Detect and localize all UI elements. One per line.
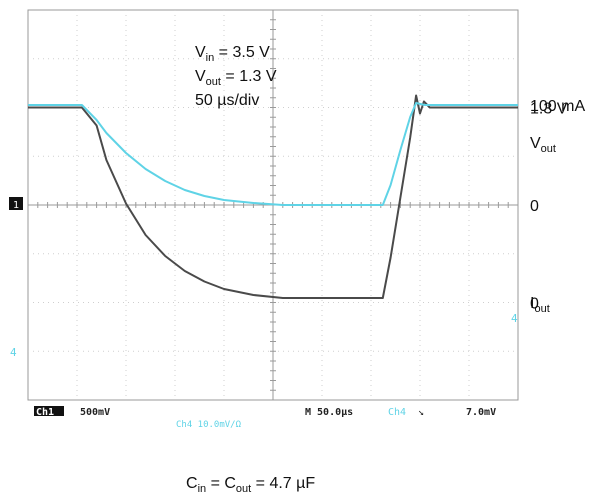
ch1-scale: 500mV (80, 407, 110, 418)
trigger-level: 7.0mV (466, 407, 496, 418)
ch1-readout-box (34, 406, 64, 416)
level-label: 0 (530, 296, 539, 313)
ch4-scale: Ch4 10.0mV/Ω (176, 420, 242, 430)
trigger-channel: Ch4 (388, 407, 406, 418)
ch1-ground-marker: 1 (9, 197, 23, 211)
vin-condition: Vin = 3.5 V (195, 44, 270, 64)
ch4-ground-marker: 4 (10, 346, 17, 359)
traces (28, 94, 518, 299)
iout-series-label: Iout (530, 295, 550, 315)
level-label: 0 (530, 198, 539, 215)
ch1-readout-label: Ch1 (36, 407, 54, 418)
timebase-condition: 50 µs/div (195, 92, 259, 109)
ch1-ground-marker-text: 1 (13, 200, 19, 211)
timebase-readout: M 50.0µs (305, 407, 353, 418)
series-vout-trace (28, 94, 518, 299)
vout-series-label: Vout (530, 135, 556, 155)
trigger-slope-icon: ↘ (418, 407, 424, 418)
level-label: 100 mA (530, 98, 585, 115)
scope-readout: Ch1 500mV Ch4 10.0mV/Ω M 50.0µs Ch4 ↘ 7.… (34, 406, 496, 430)
graticule (27, 9, 519, 401)
level-labels: 1.3 V 0 100 mA 0 (530, 98, 585, 313)
ch4-trigger-marker: 4 (511, 312, 518, 325)
series-iout-trace (28, 102, 518, 206)
vout-condition: Vout = 1.3 V (195, 68, 277, 88)
caption: Cin = Cout = 4.7 µF (186, 475, 315, 495)
level-label: 1.3 V (530, 101, 568, 118)
